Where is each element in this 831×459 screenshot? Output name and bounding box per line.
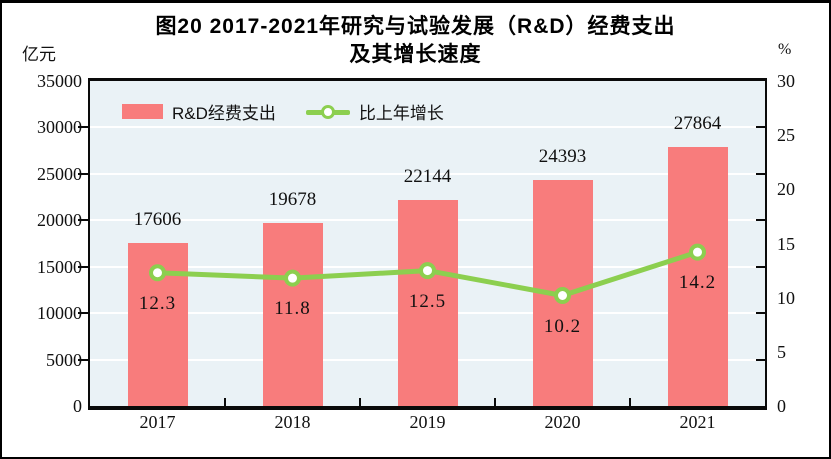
- left-axis-tick-icon: [78, 265, 89, 268]
- right-axis-tick-icon: [756, 172, 765, 175]
- legend: R&D经费支出 比上年增长: [122, 99, 444, 124]
- growth-value-label: 10.2: [543, 315, 582, 337]
- left-axis-tick-icon: [78, 126, 89, 129]
- gridline: [90, 172, 765, 175]
- line-legend-label: 比上年增长: [358, 104, 444, 123]
- bar-value-label: 24393: [538, 145, 587, 167]
- legend-item-bar: R&D经费支出: [122, 99, 276, 124]
- bar-2021: [667, 147, 728, 406]
- y-axis-label-right: 30: [777, 71, 795, 91]
- y-axis-label-left: 0: [73, 396, 82, 416]
- chart-title-line2: 及其增长速度: [349, 43, 482, 66]
- y-axis-label-right: 20: [777, 179, 795, 200]
- line-marker-icon: [419, 262, 436, 280]
- bar-value-label: 19678: [268, 189, 317, 211]
- chart-title-line1: 图20 2017-2021年研究与试验发展（R&D）经费支出: [155, 15, 676, 38]
- right-axis-unit: %: [778, 41, 792, 58]
- growth-value-label: 14.2: [678, 272, 717, 294]
- right-axis-tick-icon: [756, 358, 765, 361]
- growth-value-label: 12.3: [138, 292, 177, 314]
- x-axis-label: 2021: [679, 412, 716, 432]
- x-axis-label: 2018: [274, 412, 311, 432]
- growth-value-label: 12.5: [408, 290, 447, 312]
- line-marker-icon: [284, 269, 301, 287]
- x-axis-label: 2019: [409, 412, 446, 432]
- bar-value-label: 27864: [673, 113, 722, 135]
- right-axis-tick-icon: [756, 219, 765, 222]
- line-marker-icon: [554, 287, 571, 304]
- left-axis-tick-icon: [78, 358, 89, 361]
- left-axis-tick-icon: [78, 172, 89, 175]
- line-legend-marker-icon: [320, 104, 335, 119]
- left-axis-tick-icon: [78, 219, 89, 222]
- plot-area: 17606 19678 22144 24393 27864 12.3 11.8 12.5 10.…: [78, 78, 767, 410]
- growth-value-label: 11.8: [274, 298, 311, 320]
- y-axis-label-left: 5000: [46, 349, 82, 370]
- bar-2018: [262, 223, 323, 406]
- y-axis-label-right: 5: [777, 341, 786, 362]
- y-axis-label-left: 10000: [37, 303, 82, 324]
- x-axis-label: 2017: [139, 412, 176, 432]
- line-marker-icon: [689, 243, 706, 261]
- legend-item-line: 比上年增长: [305, 99, 444, 124]
- bar-2019: [397, 200, 458, 406]
- bar-legend-label: R&D经费支出: [172, 104, 276, 123]
- y-axis-label-left: 30000: [37, 117, 82, 138]
- right-axis-tick-icon: [756, 312, 765, 315]
- x-axis-tick-icon: [629, 398, 631, 406]
- x-axis-tick-icon: [494, 398, 496, 406]
- x-axis-tick-icon: [359, 398, 361, 406]
- y-axis-label-left: 25000: [37, 163, 82, 184]
- y-axis-label-right: 10: [777, 287, 795, 308]
- line-marker-icon: [149, 264, 166, 282]
- line-legend-swatch: [305, 104, 350, 120]
- growth-line-series: [149, 243, 706, 304]
- x-axis-tick-icon: [224, 398, 226, 406]
- y-axis-label-left: 20000: [37, 210, 82, 231]
- left-axis-unit: 亿元: [22, 45, 56, 64]
- x-axis-label: 2020: [544, 412, 581, 432]
- bar-value-label: 17606: [133, 208, 182, 230]
- right-axis-tick-icon: [756, 126, 765, 129]
- left-axis-tick-icon: [78, 312, 89, 315]
- bar-value-label: 22144: [403, 166, 452, 188]
- y-axis-label-right: 25: [777, 125, 795, 146]
- gridline: [90, 126, 765, 129]
- y-axis-label-left: 35000: [37, 71, 82, 91]
- bar-legend-swatch: [122, 104, 163, 119]
- right-axis-tick-icon: [756, 265, 765, 268]
- y-axis-label-right: 15: [777, 233, 795, 254]
- y-axis-label-left: 15000: [37, 256, 82, 277]
- y-axis-label-right: 0: [777, 396, 786, 416]
